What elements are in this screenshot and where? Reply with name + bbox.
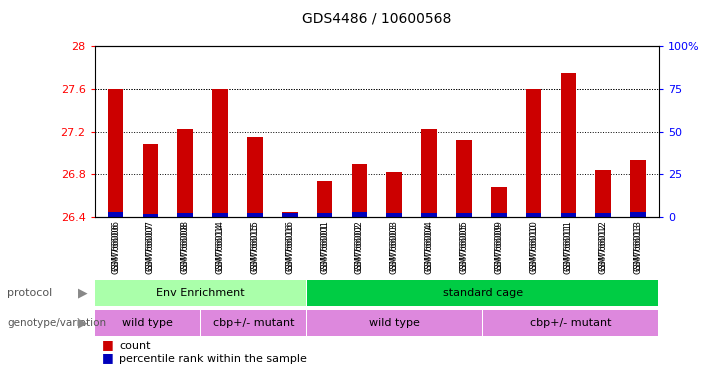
Bar xyxy=(108,212,123,217)
Bar xyxy=(212,213,228,217)
Bar xyxy=(307,310,482,336)
Text: GSM766007: GSM766007 xyxy=(146,220,155,271)
Text: ■: ■ xyxy=(102,351,114,364)
Text: GSM766011: GSM766011 xyxy=(564,220,573,271)
Bar xyxy=(317,180,332,217)
Text: Env Enrichment: Env Enrichment xyxy=(156,288,245,298)
Text: count: count xyxy=(119,341,151,351)
Bar xyxy=(630,161,646,217)
Text: GSM766009: GSM766009 xyxy=(494,220,503,271)
Text: percentile rank within the sample: percentile rank within the sample xyxy=(119,354,307,364)
Bar xyxy=(177,129,193,217)
Bar xyxy=(247,137,263,217)
Text: standard cage: standard cage xyxy=(442,288,523,298)
Bar xyxy=(561,213,576,217)
Text: genotype/variation: genotype/variation xyxy=(7,318,106,328)
Bar xyxy=(526,213,541,217)
Bar xyxy=(421,129,437,217)
Text: GSM766006: GSM766006 xyxy=(111,220,120,271)
Bar xyxy=(526,89,541,217)
Text: GSM766008: GSM766008 xyxy=(181,220,190,271)
Bar xyxy=(595,213,611,217)
Text: GSM766010: GSM766010 xyxy=(529,220,538,271)
Bar xyxy=(386,214,402,217)
Text: GSM766015: GSM766015 xyxy=(250,220,259,271)
Bar xyxy=(351,212,367,217)
Text: GSM766014: GSM766014 xyxy=(215,220,224,271)
Text: GSM766016: GSM766016 xyxy=(285,220,294,271)
Bar xyxy=(456,140,472,217)
Text: GSM766002: GSM766002 xyxy=(355,220,364,271)
Bar xyxy=(212,89,228,217)
Text: ▶: ▶ xyxy=(78,316,88,329)
Bar xyxy=(491,187,507,217)
Bar xyxy=(95,310,200,336)
Bar xyxy=(95,280,306,306)
Bar xyxy=(201,310,306,336)
Text: protocol: protocol xyxy=(7,288,53,298)
Text: wild type: wild type xyxy=(369,318,420,328)
Bar xyxy=(421,213,437,217)
Bar xyxy=(247,213,263,217)
Text: GSM766004: GSM766004 xyxy=(425,220,433,271)
Text: GSM766005: GSM766005 xyxy=(459,220,468,271)
Bar xyxy=(108,89,123,217)
Text: GSM766001: GSM766001 xyxy=(320,220,329,271)
Bar xyxy=(456,213,472,217)
Bar xyxy=(177,213,193,217)
Bar xyxy=(142,144,158,217)
Text: ■: ■ xyxy=(102,338,114,351)
Text: cbp+/- mutant: cbp+/- mutant xyxy=(530,318,611,328)
Bar xyxy=(282,212,297,217)
Bar xyxy=(491,214,507,217)
Bar xyxy=(307,280,658,306)
Bar xyxy=(630,212,646,217)
Bar xyxy=(561,73,576,217)
Text: cbp+/- mutant: cbp+/- mutant xyxy=(212,318,294,328)
Bar xyxy=(595,170,611,217)
Bar xyxy=(282,213,297,217)
Text: wild type: wild type xyxy=(122,318,173,328)
Text: GSM766012: GSM766012 xyxy=(599,220,608,271)
Bar xyxy=(142,214,158,217)
Bar xyxy=(351,164,367,217)
Text: GSM766013: GSM766013 xyxy=(634,220,643,271)
Bar xyxy=(483,310,658,336)
Bar xyxy=(317,213,332,217)
Text: GSM766003: GSM766003 xyxy=(390,220,399,271)
Text: ▶: ▶ xyxy=(78,286,88,299)
Bar xyxy=(386,172,402,217)
Text: GDS4486 / 10600568: GDS4486 / 10600568 xyxy=(302,12,451,25)
